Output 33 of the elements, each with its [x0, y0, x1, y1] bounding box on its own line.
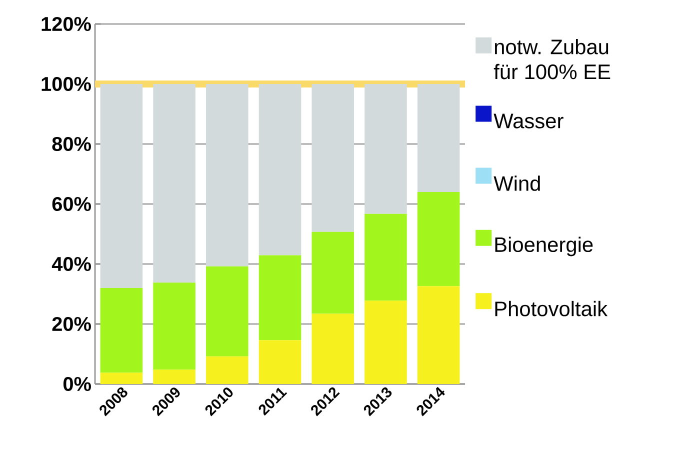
bar — [100, 84, 143, 288]
bar — [312, 232, 354, 314]
bar — [100, 288, 143, 373]
y-tick-label: 100% — [42, 76, 91, 92]
bar — [417, 286, 460, 384]
bar — [312, 84, 354, 232]
bar — [206, 266, 248, 356]
legend-label: Bioenergie — [495, 236, 593, 256]
bar — [364, 300, 407, 384]
y-tick-label: 120% — [42, 16, 91, 32]
bar — [364, 214, 407, 301]
y-tick-label: 20% — [52, 316, 91, 332]
bar — [153, 282, 196, 370]
y-tick-label: 0% — [63, 376, 91, 392]
bar — [206, 356, 248, 384]
y-tick-label: 80% — [52, 136, 91, 152]
legend-label: notw. Zubau für 100% EE — [494, 38, 610, 80]
bar — [417, 84, 460, 192]
bar — [258, 84, 302, 256]
legend-label: Wind — [494, 176, 540, 191]
bar — [153, 370, 196, 384]
bar — [100, 372, 143, 384]
y-tick-label: 40% — [52, 256, 91, 272]
bar — [206, 84, 248, 266]
legend-label: Photovoltaik — [495, 300, 608, 316]
bar — [153, 84, 196, 283]
bar — [364, 84, 407, 214]
y-tick-label: 60% — [52, 196, 91, 212]
bar — [417, 192, 460, 286]
bar — [258, 340, 302, 384]
legend-label: Wasser — [494, 114, 564, 128]
bar — [312, 314, 354, 384]
bar — [258, 255, 302, 340]
